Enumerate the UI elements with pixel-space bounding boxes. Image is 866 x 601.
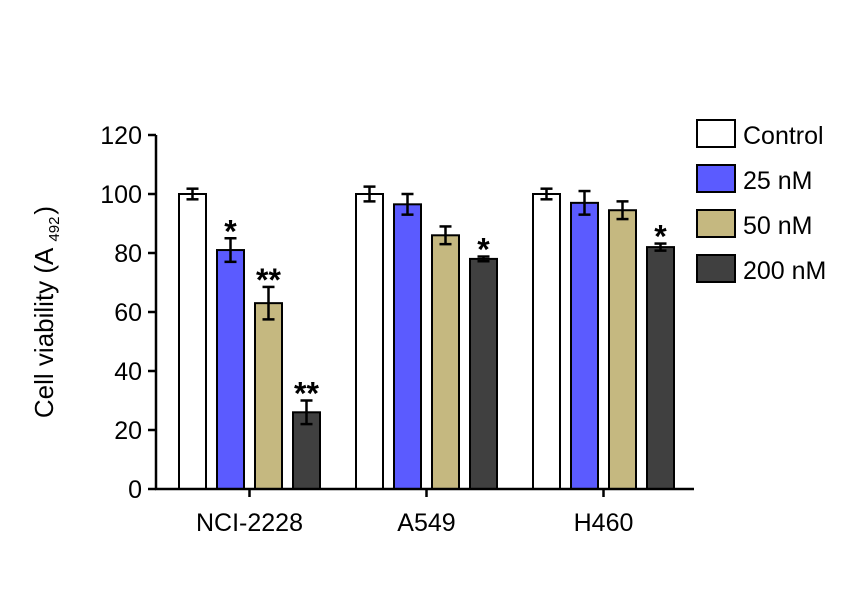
error-bar bbox=[224, 237, 237, 264]
error-bar bbox=[540, 187, 553, 201]
axes: 0 20 40 60 80 100 120 NCI-2228 A549 H460 bbox=[100, 122, 694, 537]
significance-mark: * bbox=[224, 213, 237, 249]
significance-mark: * bbox=[654, 219, 667, 255]
legend: Control 25 nM 50 nM 200 nM bbox=[696, 119, 826, 285]
error-bar bbox=[578, 189, 591, 216]
bar-a549-50nm bbox=[431, 234, 460, 490]
y-axis-label-subscript: 492 bbox=[46, 217, 63, 242]
y-axis-label-main: Cell viability (A bbox=[29, 247, 59, 418]
bar-a549-200nm bbox=[469, 257, 498, 490]
y-axis-label: Cell viability (A 492) bbox=[29, 206, 63, 418]
y-tick-label: 20 bbox=[114, 417, 142, 445]
y-tick-label: 120 bbox=[100, 122, 142, 150]
legend-swatch bbox=[696, 119, 736, 148]
error-bar bbox=[616, 200, 629, 221]
legend-item: 50 nM bbox=[696, 209, 812, 240]
error-bar bbox=[363, 185, 376, 203]
bar-a549-control bbox=[355, 193, 384, 490]
bar-h460-control bbox=[532, 193, 561, 490]
bar-h460-25nm bbox=[570, 201, 599, 490]
legend-item: 200 nM bbox=[696, 254, 826, 285]
legend-swatch bbox=[696, 209, 736, 238]
legend-label: 200 nM bbox=[743, 257, 826, 285]
significance-mark: ** bbox=[294, 376, 319, 412]
error-bar bbox=[300, 399, 313, 426]
bar-h460-50nm bbox=[608, 209, 637, 490]
y-tick-label: 100 bbox=[100, 181, 142, 209]
legend-swatch bbox=[696, 164, 736, 193]
error-bar bbox=[439, 225, 452, 246]
bar-h460-200nm bbox=[646, 246, 675, 490]
significance-mark: * bbox=[477, 232, 490, 268]
bar-nci-2228-control bbox=[178, 193, 207, 490]
error-bar bbox=[186, 187, 199, 201]
bar-a549-25nm bbox=[393, 203, 422, 490]
y-tick-label: 80 bbox=[114, 240, 142, 268]
legend-label: Control bbox=[743, 122, 824, 150]
error-bar bbox=[401, 192, 414, 216]
y-tick-label: 60 bbox=[114, 299, 142, 327]
error-bar bbox=[262, 285, 275, 321]
legend-item: 25 nM bbox=[696, 164, 812, 195]
legend-swatch bbox=[696, 254, 736, 283]
legend-item: Control bbox=[696, 119, 824, 150]
legend-label: 50 nM bbox=[743, 212, 812, 240]
y-axis-label-close: ) bbox=[29, 206, 59, 215]
bar-nci-2228-25nm bbox=[216, 249, 245, 490]
error-bar bbox=[654, 242, 667, 252]
x-tick-label: A549 bbox=[397, 509, 455, 537]
x-tick-label: H460 bbox=[574, 509, 634, 537]
legend-label: 25 nM bbox=[743, 167, 812, 195]
error-bar bbox=[477, 255, 490, 263]
x-tick-label: NCI-2228 bbox=[196, 509, 303, 537]
bar-nci-2228-50nm bbox=[254, 302, 283, 490]
significance-mark: ** bbox=[256, 262, 281, 298]
y-tick-label: 0 bbox=[128, 476, 142, 504]
y-tick-label: 40 bbox=[114, 358, 142, 386]
plot-area: ****** * bbox=[178, 185, 675, 490]
